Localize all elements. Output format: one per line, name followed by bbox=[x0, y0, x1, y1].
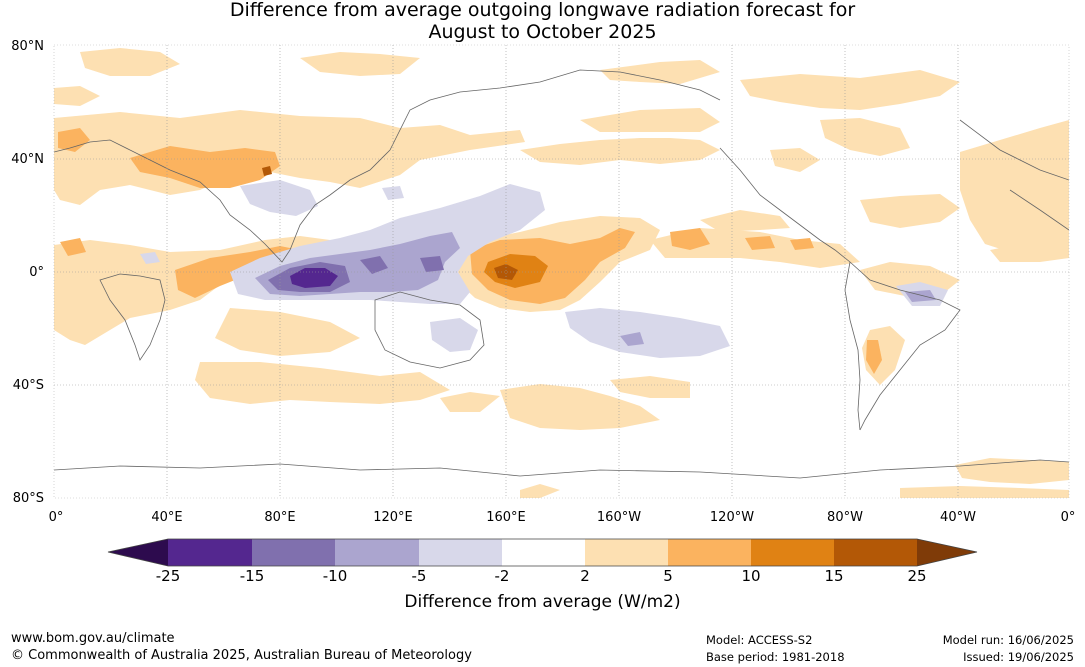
colorbar-bin-1 bbox=[168, 539, 252, 566]
colorbar-tick: -5 bbox=[411, 567, 427, 585]
lat-label-40n: 40°N bbox=[11, 152, 44, 167]
footer-model-run: Model run: 16/06/2025 bbox=[942, 633, 1074, 647]
colorbar-low-extension bbox=[108, 539, 168, 566]
lon-label-40e: 40°E bbox=[151, 510, 183, 525]
lon-label-80w: 80°W bbox=[827, 510, 863, 525]
colorbar bbox=[107, 538, 978, 567]
colorbar-tick: -10 bbox=[322, 567, 348, 585]
lon-label-0-east: 0° bbox=[1060, 510, 1076, 525]
colorbar-tick: 15 bbox=[824, 567, 844, 585]
map-frame bbox=[53, 44, 1070, 499]
map-title-line2: August to October 2025 bbox=[428, 21, 657, 43]
lat-label-80n: 80°N bbox=[11, 39, 44, 54]
colorbar-label: Difference from average (W/m2) bbox=[404, 592, 681, 612]
colorbar-tick: -2 bbox=[494, 567, 510, 585]
colorbar-tick: 2 bbox=[580, 567, 590, 585]
footer-base-period: Base period: 1981-2018 bbox=[706, 650, 845, 664]
graticule bbox=[54, 45, 1069, 498]
colorbar-tick: -25 bbox=[155, 567, 181, 585]
lon-label-120w: 120°W bbox=[709, 510, 755, 525]
colorbar-bin-3 bbox=[335, 539, 419, 566]
anomaly-shading bbox=[54, 48, 1069, 498]
colorbar-tick: 5 bbox=[663, 567, 673, 585]
lon-label-40w: 40°W bbox=[940, 510, 976, 525]
footer-issued: Issued: 19/06/2025 bbox=[963, 650, 1074, 664]
colorbar-bin-9 bbox=[834, 539, 917, 566]
lat-label-80s: 80°S bbox=[12, 491, 44, 506]
colorbar-bin-5 bbox=[502, 539, 585, 566]
lat-label-0: 0° bbox=[29, 265, 44, 280]
lat-label-40s: 40°S bbox=[12, 378, 44, 393]
lon-label-160w: 160°W bbox=[596, 510, 642, 525]
colorbar-bin-7 bbox=[668, 539, 751, 566]
lon-label-80e: 80°E bbox=[264, 510, 296, 525]
map-title-line1: Difference from average outgoing longwav… bbox=[229, 0, 856, 21]
colorbar-bin-8 bbox=[751, 539, 834, 566]
footer-website: www.bom.gov.au/climate bbox=[11, 631, 175, 646]
colorbar-high-extension bbox=[917, 539, 977, 566]
colorbar-tick: 10 bbox=[741, 567, 761, 585]
colorbar-bin-6 bbox=[585, 539, 668, 566]
lon-label-160e: 160°E bbox=[486, 510, 526, 525]
lon-label-120e: 120°E bbox=[373, 510, 413, 525]
footer-model: Model: ACCESS-S2 bbox=[706, 633, 813, 647]
colorbar-outline bbox=[107, 538, 978, 567]
colorbar-tick: -15 bbox=[239, 567, 265, 585]
lon-label-0: 0° bbox=[48, 510, 64, 525]
colorbar-bin-4 bbox=[419, 539, 502, 566]
colorbar-bin-2 bbox=[252, 539, 335, 566]
footer-copyright: © Commonwealth of Australia 2025, Austra… bbox=[11, 648, 472, 663]
colorbar-tick: 25 bbox=[907, 567, 927, 585]
